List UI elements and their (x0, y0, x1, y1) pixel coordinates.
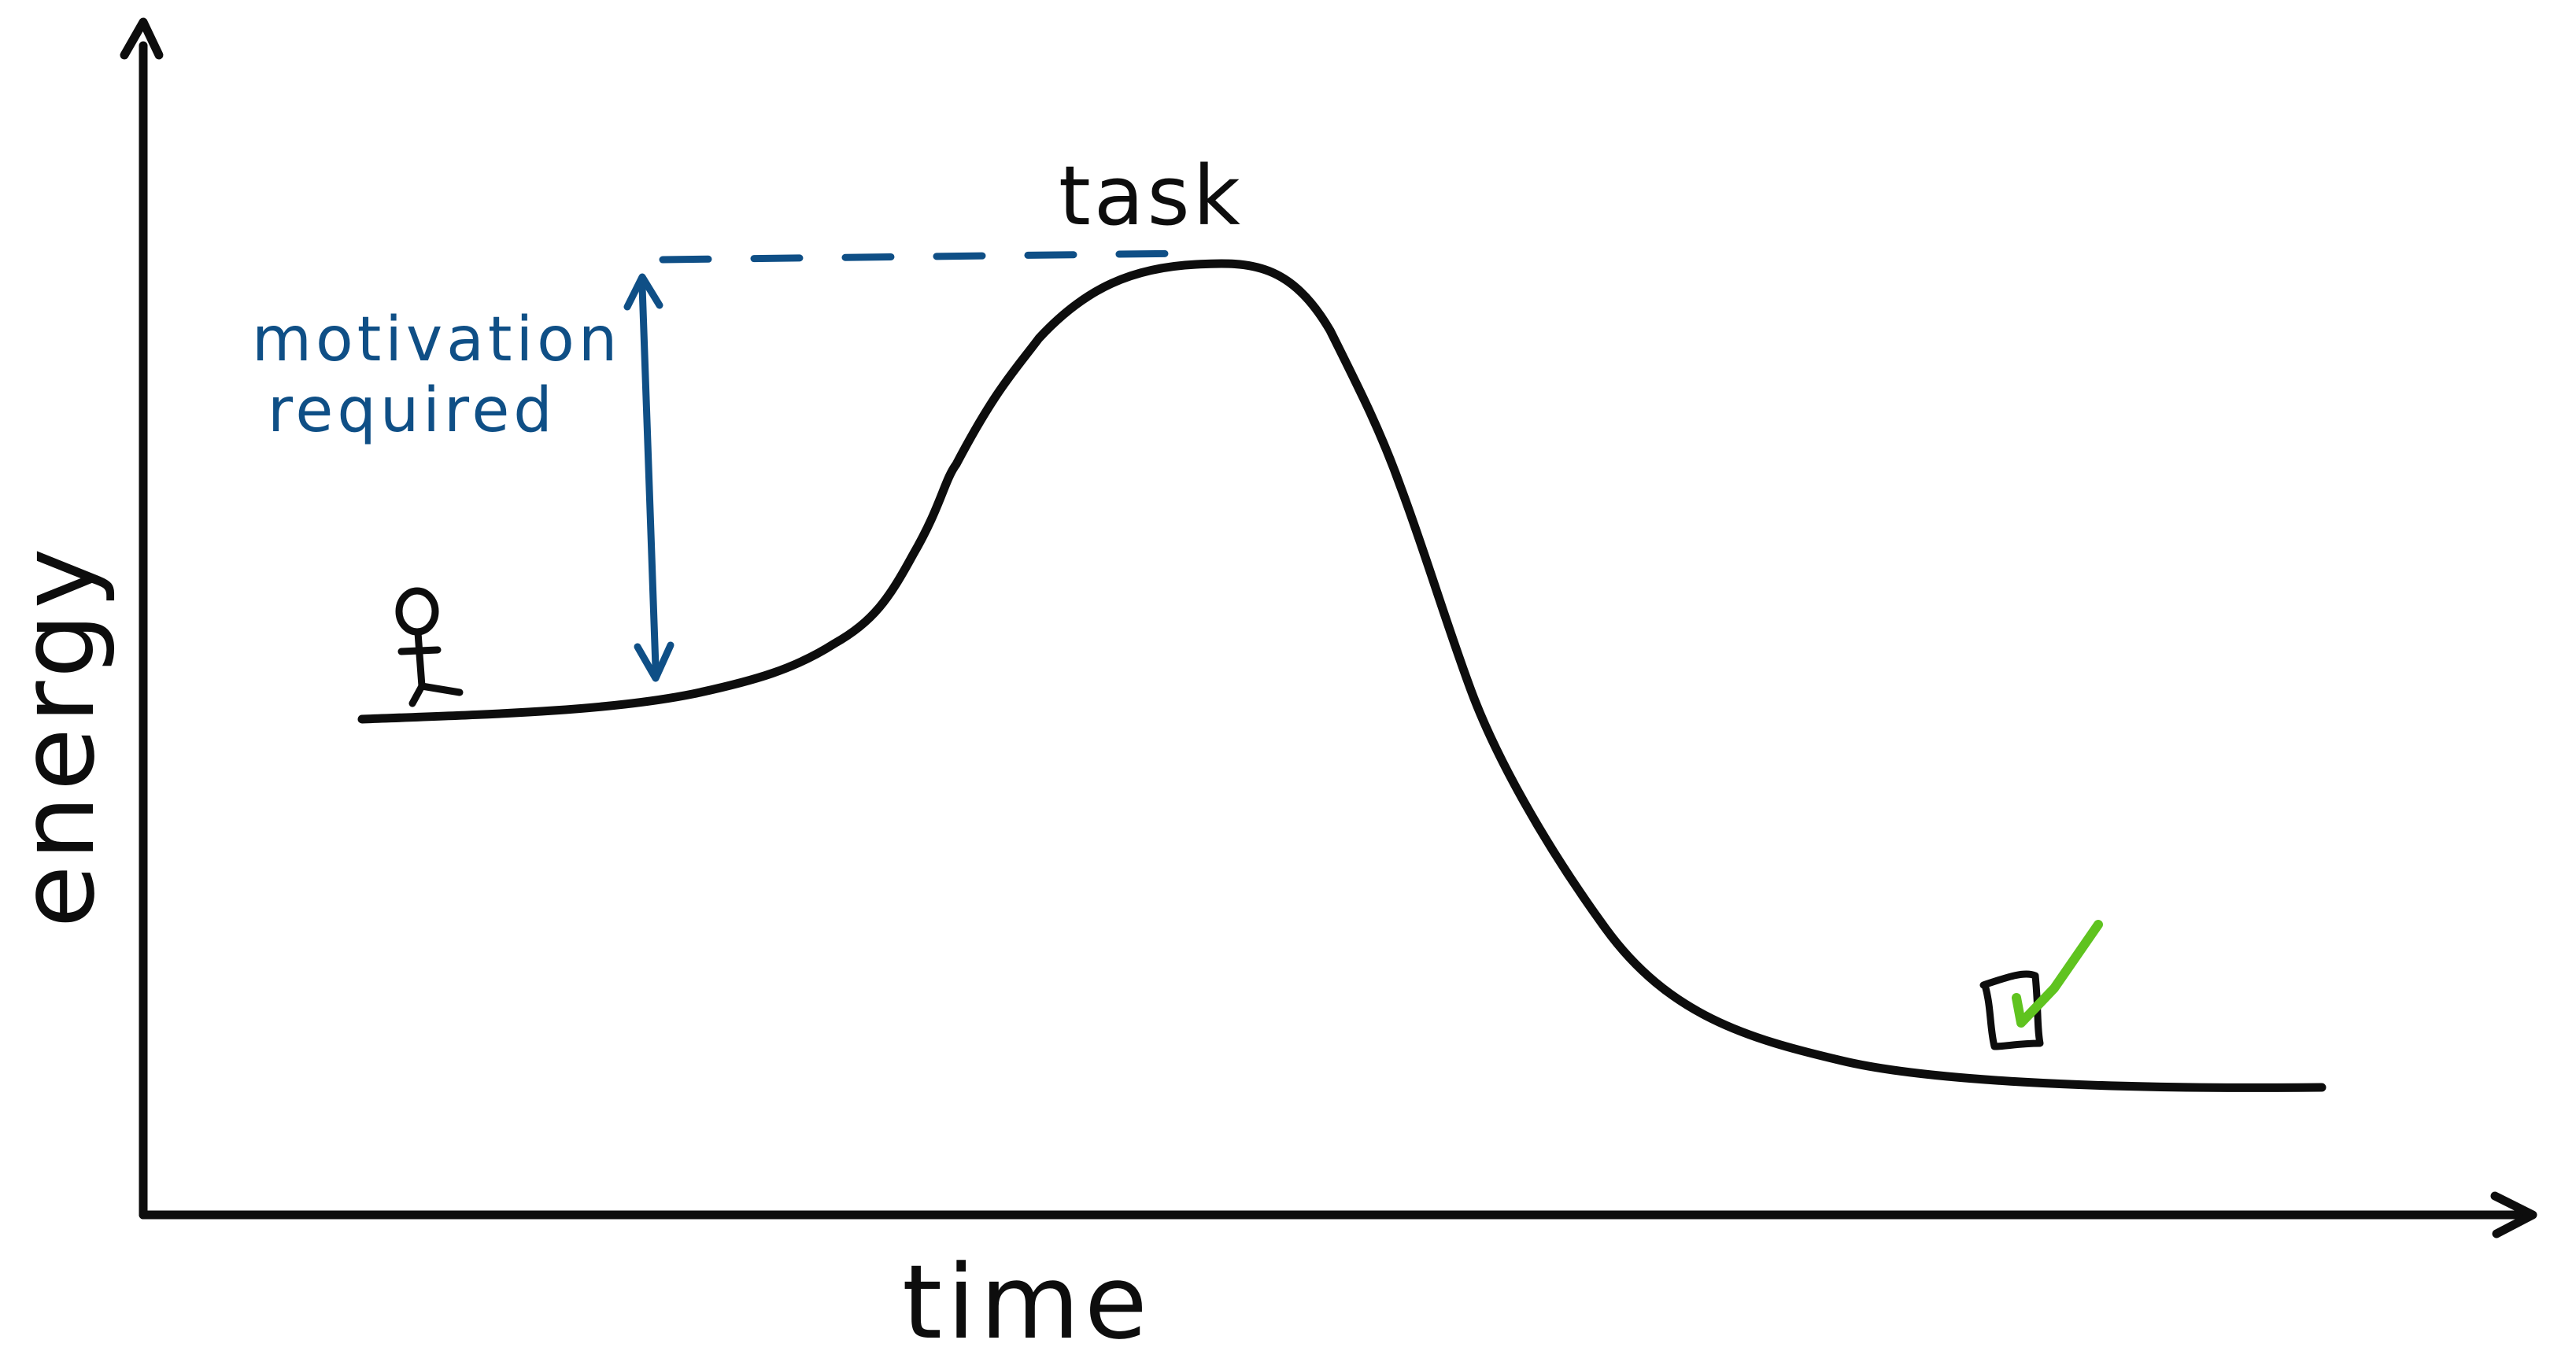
energy-curve (357, 259, 2327, 1092)
checkbox-checked-icon (1979, 920, 2103, 1050)
task-label: task (1059, 148, 1244, 244)
peak-reference-line (659, 249, 1191, 264)
stick-figure-icon (395, 587, 464, 707)
x-axis-label: time (902, 1242, 1152, 1362)
motivation-arrow (623, 273, 674, 682)
motivation-label-line2: required (268, 375, 556, 446)
x-axis (139, 1191, 2537, 1238)
y-axis (120, 17, 164, 1220)
motivation-label-line1: motivation (252, 305, 621, 375)
y-axis-label: energy (0, 544, 117, 928)
